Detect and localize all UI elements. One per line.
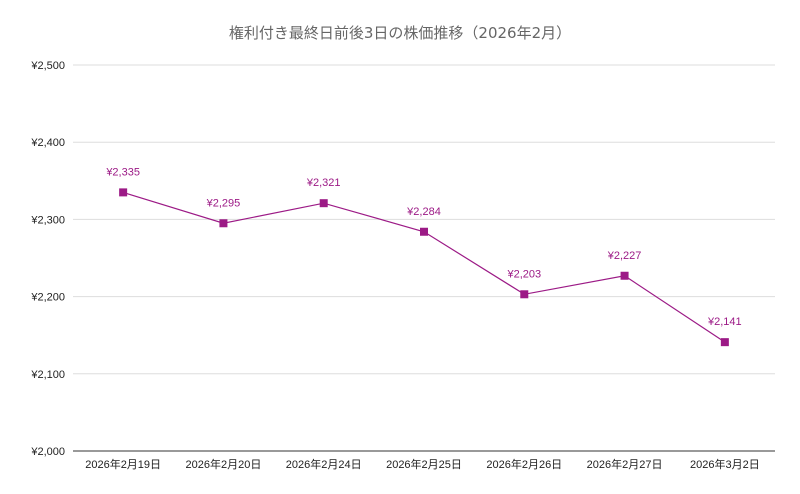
data-point-marker <box>219 219 228 228</box>
data-point-marker <box>420 227 428 236</box>
y-tick-label: ¥2,300 <box>30 214 65 226</box>
data-label: ¥2,295 <box>206 197 241 209</box>
x-tick-label: 2026年2月24日 <box>286 457 362 471</box>
data-label: ¥2,284 <box>406 206 441 218</box>
data-point-marker <box>119 188 128 197</box>
y-tick-label: ¥2,500 <box>30 60 65 72</box>
data-label: ¥2,203 <box>506 268 541 280</box>
data-label: ¥2,335 <box>105 166 140 178</box>
data-point-marker <box>319 199 328 208</box>
x-tick-label: 2026年2月27日 <box>587 457 663 471</box>
y-tick-label: ¥2,000 <box>30 446 65 458</box>
x-tick-label: 2026年2月19日 <box>85 457 161 471</box>
data-label: ¥2,321 <box>306 177 341 189</box>
data-point-marker <box>520 290 529 299</box>
chart-title: 権利付き最終日前後3日の株価推移（2026年2月） <box>228 24 572 42</box>
data-point-marker <box>620 271 629 280</box>
data-label: ¥2,141 <box>707 316 742 328</box>
x-tick-label: 2026年3月2日 <box>690 457 760 471</box>
y-tick-label: ¥2,200 <box>30 292 65 304</box>
x-tick-label: 2026年2月20日 <box>186 457 262 471</box>
y-tick-label: ¥2,100 <box>30 369 65 381</box>
x-tick-label: 2026年2月26日 <box>486 457 562 471</box>
data-point-marker <box>720 338 729 347</box>
y-tick-label: ¥2,400 <box>30 137 65 149</box>
data-label: ¥2,227 <box>607 250 642 262</box>
x-tick-label: 2026年2月25日 <box>386 457 462 471</box>
